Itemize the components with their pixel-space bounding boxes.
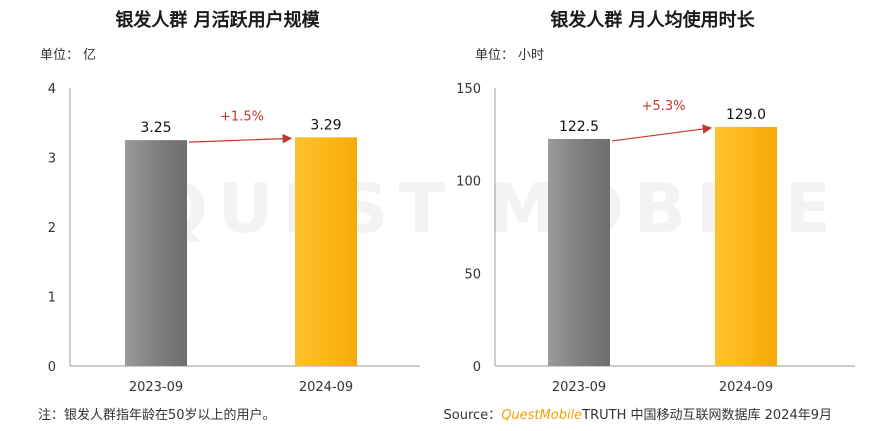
x-tick-label: 2023-09 — [552, 380, 606, 395]
bar-chart-usage-time: 0 50 100 150 122.5 2023-09 129.0 2024-09 +5.3% — [456, 82, 855, 395]
y-tick-label: 50 — [464, 267, 481, 282]
chart-panel-mau: 银发人群 月活跃用户规模 单位：亿 0 1 2 3 4 3.25 2023-09 3.29 20… — [0, 0, 435, 400]
unit-prefix: 单位： — [40, 48, 80, 63]
y-tick-label: 3 — [48, 152, 56, 167]
growth-label: +5.3% — [642, 99, 686, 114]
data-label: 129.0 — [726, 107, 766, 123]
chart-title: 银发人群 月人均使用时长 — [550, 10, 755, 31]
bar-2023 — [125, 140, 187, 366]
x-tick-label: 2023-09 — [129, 380, 183, 395]
bar-chart-mau: 0 1 2 3 4 3.25 2023-09 3.29 2024-09 +1.5% — [48, 82, 420, 395]
unit-label: 单位： 小时 — [475, 44, 544, 63]
data-label: 3.29 — [310, 117, 341, 133]
growth-label: +1.5% — [220, 109, 264, 124]
chart-panel-usage-time: 银发人群 月人均使用时长 单位： 小时 0 50 100 150 122.5 2023-09… — [435, 0, 870, 400]
growth-arrow — [188, 133, 293, 144]
data-label: 122.5 — [559, 119, 599, 135]
footnote: 注：银发人群指年龄在50岁以上的用户。 — [38, 408, 276, 423]
y-tick-label: 0 — [473, 360, 481, 375]
y-tick-label: 0 — [48, 360, 56, 375]
data-label: 3.25 — [140, 120, 171, 136]
source-label: Source： — [443, 408, 502, 423]
y-tick-label: 150 — [456, 82, 481, 97]
bar-2024 — [715, 126, 777, 366]
source-text: TRUTH 中国移动互联网数据库 2024年9月 — [582, 408, 832, 423]
unit-label: 单位：亿 — [40, 44, 96, 63]
y-tick-label: 2 — [48, 221, 56, 236]
unit-value: 亿 — [83, 48, 97, 63]
x-tick-label: 2024-09 — [299, 380, 353, 395]
y-tick-label: 1 — [48, 291, 56, 306]
chart-title: 银发人群 月活跃用户规模 — [115, 10, 320, 31]
unit-value: 小时 — [518, 48, 545, 63]
bar-2024 — [295, 137, 357, 366]
x-tick-label: 2024-09 — [719, 380, 773, 395]
y-tick-label: 100 — [456, 175, 481, 190]
y-tick-label: 4 — [48, 82, 56, 97]
brand-name: QuestMobile — [501, 408, 583, 423]
unit-prefix: 单位： — [475, 48, 515, 63]
source-line: Source：QuestMobileTRUTH 中国移动互联网数据库 2024年… — [444, 404, 832, 428]
growth-arrow — [611, 124, 713, 142]
bar-2023 — [548, 138, 610, 366]
